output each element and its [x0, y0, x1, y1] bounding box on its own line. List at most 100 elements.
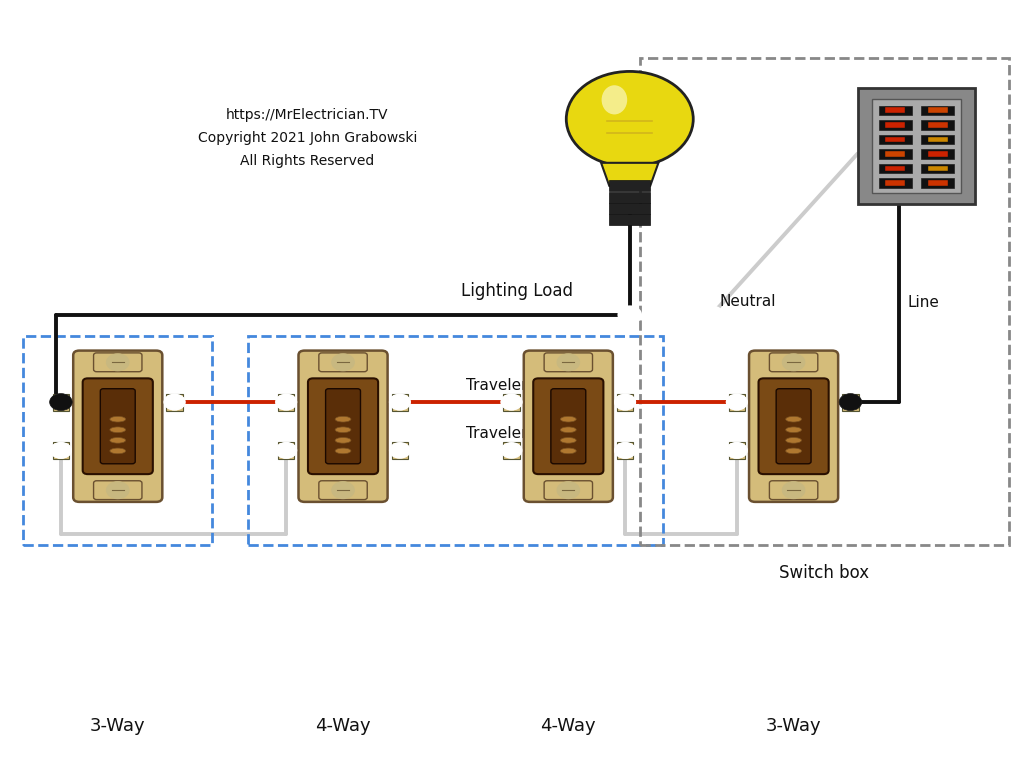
Text: 3-Way: 3-Way: [766, 717, 821, 735]
Circle shape: [727, 395, 748, 410]
FancyBboxPatch shape: [885, 137, 905, 142]
Ellipse shape: [785, 416, 802, 422]
FancyBboxPatch shape: [872, 99, 961, 193]
Ellipse shape: [560, 416, 577, 422]
FancyBboxPatch shape: [921, 134, 954, 144]
FancyBboxPatch shape: [729, 442, 745, 458]
Circle shape: [276, 395, 297, 410]
Circle shape: [389, 395, 410, 410]
FancyBboxPatch shape: [616, 394, 633, 411]
Circle shape: [276, 442, 297, 458]
Circle shape: [840, 395, 860, 410]
FancyBboxPatch shape: [609, 203, 650, 214]
Circle shape: [389, 395, 410, 410]
FancyBboxPatch shape: [166, 394, 182, 411]
FancyBboxPatch shape: [279, 394, 295, 411]
FancyBboxPatch shape: [299, 350, 388, 502]
Text: Line: Line: [907, 296, 939, 310]
FancyBboxPatch shape: [616, 442, 633, 458]
Ellipse shape: [560, 448, 577, 454]
FancyBboxPatch shape: [100, 389, 135, 464]
FancyBboxPatch shape: [609, 180, 650, 191]
Circle shape: [51, 442, 72, 458]
Ellipse shape: [335, 416, 351, 422]
Circle shape: [614, 442, 635, 458]
Text: 4-Way: 4-Way: [315, 717, 371, 735]
Ellipse shape: [110, 416, 126, 422]
Circle shape: [782, 482, 805, 498]
FancyBboxPatch shape: [776, 389, 811, 464]
FancyBboxPatch shape: [53, 394, 70, 411]
Text: https://MrElectrician.TV
Copyright 2021 John Grabowski
All Rights Reserved: https://MrElectrician.TV Copyright 2021 …: [198, 108, 417, 168]
FancyBboxPatch shape: [879, 164, 912, 173]
FancyBboxPatch shape: [928, 180, 948, 186]
Circle shape: [389, 442, 410, 458]
FancyBboxPatch shape: [544, 353, 593, 372]
Circle shape: [557, 354, 580, 371]
Circle shape: [51, 395, 72, 410]
FancyBboxPatch shape: [928, 151, 948, 157]
FancyBboxPatch shape: [391, 442, 408, 458]
FancyBboxPatch shape: [759, 379, 828, 474]
Ellipse shape: [110, 448, 126, 454]
Ellipse shape: [785, 448, 802, 454]
Ellipse shape: [110, 427, 126, 432]
Circle shape: [614, 395, 635, 410]
FancyBboxPatch shape: [729, 394, 745, 411]
FancyBboxPatch shape: [279, 442, 295, 458]
FancyBboxPatch shape: [318, 481, 368, 499]
Circle shape: [618, 306, 641, 323]
FancyBboxPatch shape: [885, 122, 905, 127]
Circle shape: [727, 442, 748, 458]
FancyBboxPatch shape: [928, 166, 948, 171]
Circle shape: [164, 395, 184, 410]
FancyBboxPatch shape: [308, 379, 378, 474]
FancyBboxPatch shape: [928, 108, 948, 113]
Circle shape: [502, 395, 522, 410]
FancyBboxPatch shape: [544, 481, 593, 499]
Text: 4-Way: 4-Way: [541, 717, 596, 735]
FancyBboxPatch shape: [93, 481, 142, 499]
Text: Lighting Load: Lighting Load: [462, 282, 573, 300]
FancyBboxPatch shape: [921, 178, 954, 187]
FancyBboxPatch shape: [885, 166, 905, 171]
FancyBboxPatch shape: [921, 105, 954, 115]
Circle shape: [614, 395, 635, 410]
FancyBboxPatch shape: [885, 180, 905, 186]
FancyBboxPatch shape: [53, 442, 70, 458]
FancyBboxPatch shape: [391, 394, 408, 411]
FancyBboxPatch shape: [74, 350, 162, 502]
FancyBboxPatch shape: [524, 350, 612, 502]
Circle shape: [502, 395, 522, 410]
Ellipse shape: [335, 427, 351, 432]
FancyBboxPatch shape: [551, 389, 586, 464]
FancyBboxPatch shape: [750, 350, 838, 502]
FancyBboxPatch shape: [885, 108, 905, 113]
FancyBboxPatch shape: [769, 353, 818, 372]
Circle shape: [164, 395, 184, 410]
Ellipse shape: [335, 438, 351, 443]
FancyBboxPatch shape: [769, 481, 818, 499]
FancyBboxPatch shape: [885, 151, 905, 157]
FancyBboxPatch shape: [879, 134, 912, 144]
Ellipse shape: [110, 438, 126, 443]
Circle shape: [700, 306, 723, 323]
FancyBboxPatch shape: [609, 214, 650, 225]
FancyBboxPatch shape: [879, 120, 912, 130]
Circle shape: [332, 482, 354, 498]
Text: 3-Way: 3-Way: [90, 717, 145, 735]
Ellipse shape: [601, 85, 627, 114]
FancyBboxPatch shape: [326, 389, 360, 464]
Circle shape: [727, 395, 748, 410]
Ellipse shape: [560, 438, 577, 443]
FancyBboxPatch shape: [534, 379, 603, 474]
Ellipse shape: [785, 438, 802, 443]
Circle shape: [106, 354, 129, 371]
FancyBboxPatch shape: [858, 88, 975, 204]
Circle shape: [782, 354, 805, 371]
Ellipse shape: [335, 448, 351, 454]
Circle shape: [840, 394, 862, 411]
FancyBboxPatch shape: [504, 442, 520, 458]
FancyBboxPatch shape: [504, 394, 520, 411]
Ellipse shape: [785, 427, 802, 432]
